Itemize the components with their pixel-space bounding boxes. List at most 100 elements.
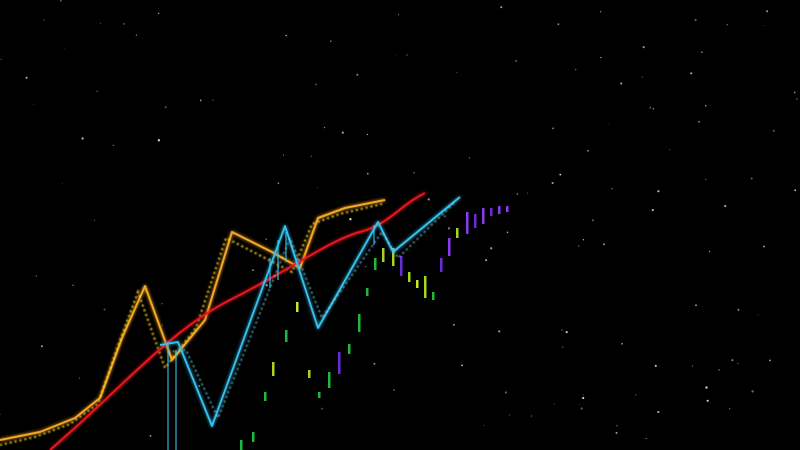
bar-mark: [506, 206, 509, 212]
star: [509, 414, 510, 416]
star: [365, 266, 367, 268]
star: [161, 324, 163, 326]
star: [35, 275, 37, 277]
star: [161, 303, 163, 305]
star: [769, 359, 771, 362]
star: [701, 51, 703, 53]
bar-mark: [328, 372, 331, 388]
bar-mark: [392, 248, 395, 266]
bar-mark: [408, 272, 411, 282]
star: [557, 23, 560, 26]
starfield: [0, 0, 798, 440]
star: [565, 330, 568, 334]
star: [500, 6, 503, 9]
star: [726, 24, 728, 26]
star: [694, 18, 697, 22]
star: [320, 407, 323, 410]
star: [72, 284, 74, 287]
star: [341, 131, 344, 134]
star: [582, 396, 585, 400]
star: [641, 76, 643, 78]
star: [498, 330, 501, 333]
star: [366, 133, 368, 136]
star: [63, 48, 65, 50]
star: [330, 40, 332, 42]
star: [456, 72, 458, 74]
star: [669, 148, 671, 151]
bar-mark: [432, 292, 435, 300]
star: [94, 219, 96, 221]
star: [763, 24, 765, 26]
star: [323, 126, 326, 129]
bar-mark: [490, 208, 493, 216]
star: [559, 173, 562, 176]
star: [164, 106, 167, 109]
star: [591, 219, 594, 222]
star: [796, 98, 798, 100]
star: [199, 99, 202, 102]
star: [157, 139, 161, 142]
star: [635, 394, 637, 396]
star: [198, 384, 201, 387]
star: [99, 23, 101, 24]
star: [705, 105, 707, 107]
bar-mark: [240, 440, 243, 450]
star: [349, 218, 352, 221]
star: [448, 226, 451, 230]
star: [737, 308, 740, 311]
star: [615, 431, 618, 434]
bar-mark: [308, 370, 311, 378]
star: [766, 10, 769, 13]
star: [265, 238, 267, 241]
star: [575, 69, 577, 71]
star: [123, 23, 125, 25]
star: [483, 425, 485, 427]
star: [398, 14, 399, 16]
cyan-dotted-line: [167, 201, 456, 420]
vertical-bar-marks: [240, 206, 509, 450]
star: [356, 73, 359, 76]
star: [452, 323, 455, 326]
star: [277, 182, 280, 184]
star: [705, 386, 708, 389]
star: [282, 154, 284, 156]
star: [0, 413, 1, 415]
star: [413, 171, 415, 174]
star: [516, 193, 519, 195]
star: [600, 11, 602, 13]
star: [61, 182, 63, 184]
star: [485, 259, 488, 262]
bar-mark: [416, 280, 419, 288]
cyan-vertical-streaks: [167, 225, 375, 450]
star: [708, 250, 711, 253]
bar-mark: [338, 352, 341, 374]
star: [112, 144, 115, 147]
star: [763, 245, 765, 248]
star: [757, 314, 759, 316]
star: [447, 228, 450, 230]
star: [620, 82, 623, 85]
star: [78, 377, 81, 379]
star: [586, 149, 589, 152]
star: [690, 72, 693, 75]
bar-mark: [296, 302, 299, 312]
red-trend-line: [49, 192, 426, 450]
star: [718, 369, 720, 371]
bar-mark: [264, 392, 267, 401]
star: [506, 231, 509, 234]
star: [135, 34, 138, 36]
star: [395, 54, 397, 56]
star: [461, 364, 463, 367]
star: [705, 178, 707, 180]
star: [406, 54, 408, 56]
star: [772, 129, 775, 132]
star: [96, 90, 98, 93]
star: [252, 269, 254, 271]
star: [578, 403, 580, 405]
bar-mark: [448, 238, 451, 256]
star: [392, 389, 395, 392]
star: [0, 58, 2, 61]
star: [652, 108, 655, 110]
